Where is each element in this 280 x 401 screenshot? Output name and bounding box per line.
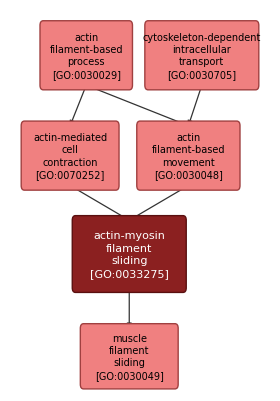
Text: actin-myosin
filament
sliding
[GO:0033275]: actin-myosin filament sliding [GO:003327… — [90, 231, 169, 278]
FancyBboxPatch shape — [40, 22, 132, 91]
Text: cytoskeleton-dependent
intracellular
transport
[GO:0030705]: cytoskeleton-dependent intracellular tra… — [143, 32, 261, 80]
Text: actin
filament-based
movement
[GO:0030048]: actin filament-based movement [GO:003004… — [152, 133, 225, 180]
FancyBboxPatch shape — [137, 122, 240, 191]
FancyBboxPatch shape — [21, 122, 119, 191]
Text: actin
filament-based
process
[GO:0030029]: actin filament-based process [GO:0030029… — [50, 32, 123, 80]
Text: actin-mediated
cell
contraction
[GO:0070252]: actin-mediated cell contraction [GO:0070… — [33, 133, 107, 180]
FancyBboxPatch shape — [145, 22, 259, 91]
FancyBboxPatch shape — [80, 324, 178, 389]
FancyBboxPatch shape — [72, 216, 186, 293]
Text: muscle
filament
sliding
[GO:0030049]: muscle filament sliding [GO:0030049] — [95, 333, 164, 380]
